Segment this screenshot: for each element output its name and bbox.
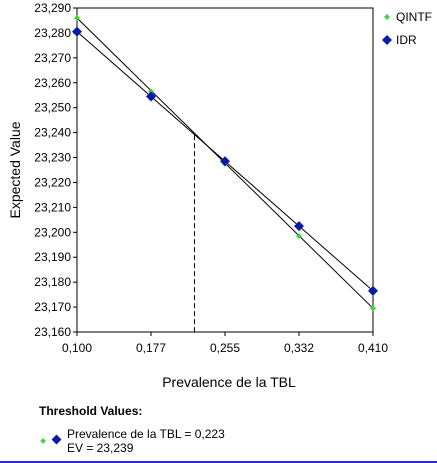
y-tick-label: 23,190 (34, 250, 71, 264)
x-tick-label: 0,100 (62, 341, 92, 355)
x-tick-label: 0,255 (210, 341, 240, 355)
y-tick-label: 23,290 (34, 1, 71, 15)
data-point-qintf (370, 305, 376, 312)
data-point-idr (294, 221, 304, 232)
legend-marker-idr (382, 35, 392, 45)
y-tick-label: 23,230 (34, 151, 71, 165)
y-tick-label: 23,270 (34, 51, 71, 65)
y-axis-label: Expected Value (7, 121, 23, 218)
y-tick-label: 23,180 (34, 275, 71, 289)
y-tick-label: 23,200 (34, 225, 71, 239)
x-axis-label: Prevalence de la TBL (162, 374, 296, 390)
idr-marker-icon (51, 434, 62, 445)
legend-label-idr: IDR (396, 33, 417, 47)
data-point-qintf (296, 233, 302, 240)
legend-marker-qintf (384, 14, 390, 20)
x-tick-label: 0,177 (136, 341, 166, 355)
threshold-values-title: Threshold Values: (39, 404, 143, 418)
y-tick-label: 23,210 (34, 200, 71, 214)
qintf-marker-icon (40, 438, 46, 444)
data-point-idr (368, 285, 378, 296)
plot-frame (76, 7, 374, 333)
y-tick-label: 23,250 (34, 101, 71, 115)
y-tick-label: 23,260 (34, 76, 71, 90)
data-point-idr (146, 91, 156, 102)
data-point-idr (72, 26, 82, 37)
y-tick-label: 23,160 (34, 325, 71, 339)
y-tick-label: 23,220 (34, 175, 71, 189)
bottom-border (0, 461, 437, 463)
threshold-ev-text: EV = 23,239 (67, 441, 134, 455)
legend-label-qintf: QINTF (396, 10, 432, 24)
y-tick-label: 23,170 (34, 300, 71, 314)
x-tick-label: 0,332 (284, 341, 314, 355)
data-point-idr (220, 156, 230, 167)
x-tick-label: 0,410 (358, 341, 388, 355)
data-point-qintf (74, 14, 80, 21)
y-tick-label: 23,240 (34, 126, 71, 140)
threshold-prevalence-text: Prevalence de la TBL = 0,223 (67, 427, 225, 441)
threshold-entry: Prevalence de la TBL = 0,223 EV = 23,239 (39, 426, 339, 458)
y-tick-label: 23,280 (34, 26, 71, 40)
